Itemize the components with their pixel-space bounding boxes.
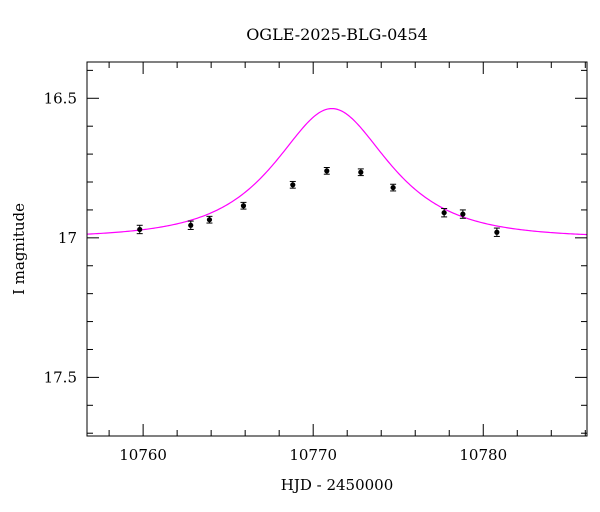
data-point [390,184,396,191]
model-curve-group [86,107,588,236]
data-point [290,182,296,188]
x-tick-label: 10760 [119,446,167,464]
data-point [188,222,194,228]
data-point [206,217,213,223]
data-point [240,203,247,209]
x-tick-label: 10770 [289,446,337,464]
data-point [494,229,500,235]
data-point [358,169,364,175]
x-axis-label: HJD - 2450000 [281,476,394,494]
data-point [460,211,466,217]
y-tick-label: 16.5 [44,89,77,107]
data-point [324,168,330,174]
chart-title: OGLE-2025-BLG-0454 [246,25,428,44]
y-axis: 16.5 17 17.5 [44,69,587,434]
y-tick-label: 17.5 [44,368,77,386]
y-tick-label: 17 [58,229,77,247]
model-curve-line [86,107,588,236]
data-points-group [136,167,500,237]
data-point [137,226,143,233]
x-axis: 10760 10770 10780 [108,62,586,464]
x-tick-label: 10780 [459,446,507,464]
plot-frame [86,61,588,437]
data-point [441,210,447,216]
y-axis-label: I magnitude [10,203,28,295]
